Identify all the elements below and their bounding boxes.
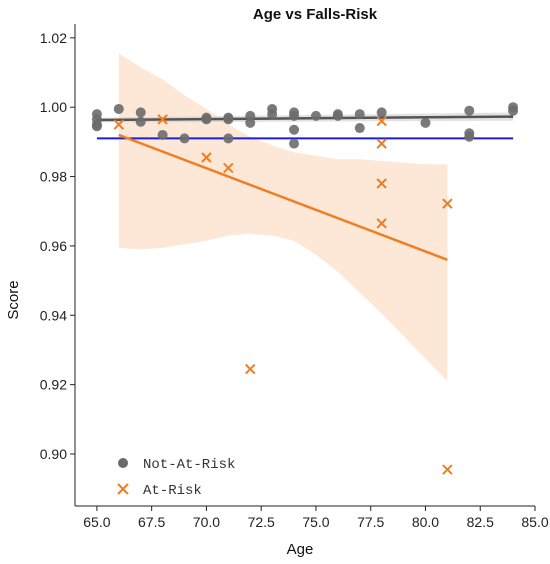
y-tick-label: 1.00	[40, 99, 67, 115]
not-at-risk-point	[354, 109, 365, 120]
legend-label-not-at-risk: Not-At-Risk	[143, 457, 235, 473]
not-at-risk-point	[223, 133, 234, 144]
not-at-risk-point	[464, 131, 475, 142]
not-at-risk-point	[179, 133, 190, 144]
not-at-risk-point	[289, 138, 300, 149]
confidence-band-layer	[96, 53, 514, 382]
not-at-risk-fit-line	[96, 115, 514, 122]
y-tick-group: 0.90 0.92 0.94 0.96 0.98 1.00 1.02	[40, 30, 75, 462]
at-risk-confidence-band	[118, 53, 448, 382]
y-tick-label: 0.90	[40, 446, 67, 462]
not-at-risk-point	[376, 107, 387, 118]
not-at-risk-point	[267, 109, 278, 120]
x-axis-label: Age	[287, 541, 314, 558]
x-tick-label: 65.0	[83, 514, 110, 530]
not-at-risk-point	[135, 116, 146, 127]
y-tick-label: 0.92	[40, 377, 67, 393]
legend-marker-not-at-risk	[118, 458, 128, 468]
not-at-risk-point	[245, 117, 256, 128]
not-at-risk-point	[113, 103, 124, 114]
at-risk-fit-line	[118, 133, 448, 261]
at-risk-point	[376, 178, 387, 189]
at-risk-point	[245, 363, 256, 375]
not-at-risk-point	[354, 123, 365, 134]
at-risk-point	[442, 198, 453, 209]
x-tick-label: 72.5	[248, 514, 275, 530]
y-tick-label: 0.94	[40, 307, 67, 323]
fit-line-layer	[96, 115, 514, 261]
at-risk-point	[442, 464, 453, 475]
y-tick-label: 1.02	[40, 30, 67, 46]
y-tick-label: 0.98	[40, 169, 67, 185]
x-tick-label: 82.5	[467, 514, 494, 530]
x-tick-label: 70.0	[193, 514, 220, 530]
x-tick-label: 67.5	[138, 514, 165, 530]
at-risk-point	[157, 114, 168, 125]
not-at-risk-point	[157, 129, 168, 140]
at-risk-point	[223, 162, 234, 174]
not-at-risk-point	[420, 117, 431, 128]
legend-label-at-risk: At-Risk	[143, 483, 202, 499]
not-at-risk-point	[310, 110, 321, 121]
not-at-risk-point	[223, 114, 234, 125]
not-at-risk-point	[245, 110, 256, 121]
at-risk-point	[201, 152, 212, 163]
x-tick-group: 65.0 67.5 70.0 72.5 75.0 77.5 80.0 82.5 85.0	[83, 506, 549, 530]
at-risk-point	[113, 119, 125, 130]
data-point-layer	[91, 102, 519, 475]
y-tick-label: 0.96	[40, 238, 67, 254]
legend-marker-at-risk	[117, 483, 129, 495]
not-at-risk-point	[332, 110, 343, 121]
x-tick-label: 75.0	[302, 514, 329, 530]
at-risk-point	[376, 218, 387, 229]
at-risk-point	[376, 115, 387, 127]
not-at-risk-point	[508, 105, 519, 116]
x-tick-label: 80.0	[412, 514, 439, 530]
y-axis-label: Score	[5, 280, 22, 319]
chart-title: Age vs Falls-Risk	[253, 6, 378, 23]
x-tick-label: 85.0	[521, 514, 548, 530]
not-at-risk-point	[135, 107, 146, 118]
not-at-risk-point	[464, 105, 475, 116]
legend: Not-At-Risk At-Risk	[117, 457, 235, 499]
x-tick-label: 77.5	[357, 514, 384, 530]
not-at-risk-point	[91, 121, 102, 132]
at-risk-point	[376, 138, 387, 149]
not-at-risk-point	[201, 114, 212, 125]
not-at-risk-point	[289, 124, 300, 135]
not-at-risk-point	[289, 110, 300, 121]
